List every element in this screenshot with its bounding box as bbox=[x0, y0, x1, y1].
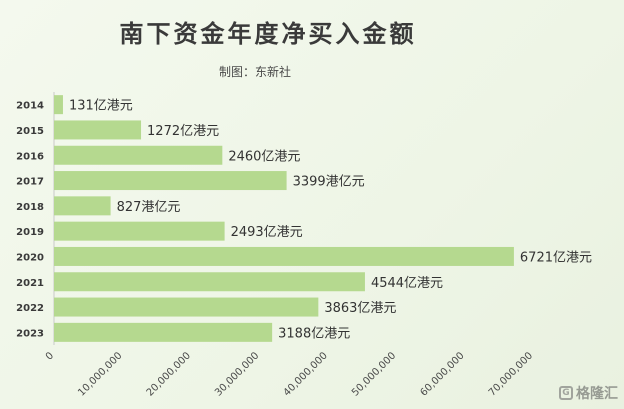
chart-subtitle: 制图：东新社 bbox=[219, 64, 291, 79]
x-tick-label: 20,000,000 bbox=[145, 350, 193, 398]
bar bbox=[54, 145, 223, 165]
category-label: 2020 bbox=[16, 252, 44, 263]
x-tick-label: 40,000,000 bbox=[282, 350, 330, 398]
category-label: 2022 bbox=[16, 303, 44, 314]
bar bbox=[54, 171, 287, 191]
x-tick-label: 50,000,000 bbox=[350, 350, 398, 398]
watermark-logo-icon: G bbox=[559, 386, 573, 400]
category-label: 2014 bbox=[16, 101, 44, 112]
bar bbox=[54, 272, 365, 292]
x-tick-label: 10,000,000 bbox=[76, 350, 124, 398]
x-tick-label: 30,000,000 bbox=[213, 350, 261, 398]
category-label: 2018 bbox=[16, 202, 44, 213]
bar bbox=[54, 120, 142, 140]
bar bbox=[54, 95, 63, 115]
watermark-text: 格隆汇 bbox=[576, 386, 618, 402]
category-label: 2019 bbox=[16, 227, 44, 238]
x-tick-label: 60,000,000 bbox=[418, 350, 466, 398]
data-label: 3863亿港元 bbox=[324, 301, 396, 316]
data-label: 4544亿港元 bbox=[371, 276, 443, 291]
data-label: 1272亿港元 bbox=[147, 124, 219, 139]
x-tick-label: 0 bbox=[44, 350, 56, 362]
bar bbox=[54, 322, 273, 342]
chart-title: 南下资金年度净买入金额 bbox=[120, 20, 417, 48]
watermark: G 格隆汇 bbox=[559, 383, 618, 403]
bars-group: 2014 131亿港元 2015 1272亿港元 2016 2460亿港元 2017 3399… bbox=[16, 95, 592, 342]
category-label: 2017 bbox=[16, 177, 44, 188]
data-label: 3399港亿元 bbox=[293, 175, 365, 190]
category-label: 2016 bbox=[16, 151, 44, 162]
bar bbox=[54, 221, 225, 241]
data-label: 6721亿港元 bbox=[520, 250, 592, 265]
category-label: 2021 bbox=[16, 278, 44, 289]
data-label: 2460亿港元 bbox=[228, 149, 300, 164]
bar bbox=[54, 297, 319, 317]
bar bbox=[54, 196, 111, 216]
category-label: 2023 bbox=[16, 328, 44, 339]
data-label: 827港亿元 bbox=[117, 200, 181, 215]
data-label: 131亿港元 bbox=[69, 99, 133, 114]
data-label: 2493亿港元 bbox=[231, 225, 303, 240]
x-axis-ticks: 0 10,000,000 20,000,000 30,000,000 40,000,00… bbox=[44, 350, 535, 398]
category-label: 2015 bbox=[16, 126, 44, 137]
bar bbox=[54, 246, 514, 266]
data-label: 3188亿港元 bbox=[278, 326, 350, 341]
x-tick-label: 70,000,000 bbox=[487, 350, 535, 398]
